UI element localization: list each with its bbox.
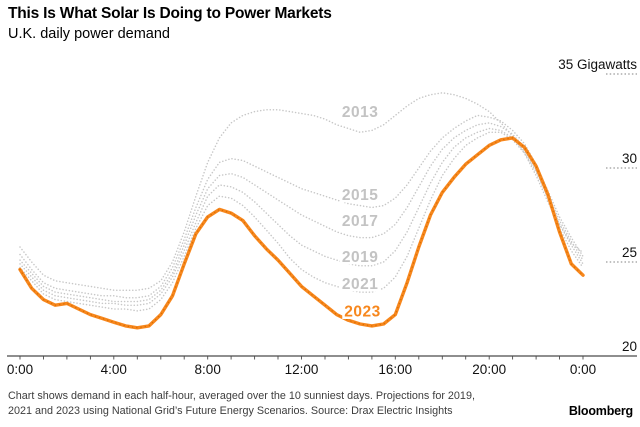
y-axis-tick-label: 25 <box>622 245 637 260</box>
series-line-2019 <box>19 127 584 306</box>
x-axis-tick-label: 12:00 <box>285 362 319 377</box>
series-label-2019: 2019 <box>342 249 378 266</box>
y-axis-tick-label: 20 <box>622 339 637 354</box>
series-line-2023 <box>18 136 585 330</box>
x-axis-tick-label: 16:00 <box>378 362 412 377</box>
series-line-2013 <box>19 92 584 291</box>
page-title: This Is What Solar Is Doing to Power Mar… <box>8 5 332 22</box>
y-axis-tick-label: 35 Gigawatts <box>558 57 637 72</box>
x-axis-tick-label: 0:00 <box>7 362 33 377</box>
y-axis-tick-label: 30 <box>622 151 637 166</box>
chart-subtitle: U.K. daily power demand <box>8 26 170 42</box>
footnote-line-1: Chart shows demand in each half-hour, av… <box>8 390 475 402</box>
series-label-2021: 2021 <box>342 276 378 293</box>
x-axis-tick-label: 8:00 <box>195 362 221 377</box>
x-axis-tick-label: 4:00 <box>101 362 127 377</box>
series-label-2023: 2023 <box>344 303 380 320</box>
series-line-2021 <box>19 131 584 312</box>
footnote-line-2: 2021 and 2023 using National Grid’s Futu… <box>8 404 453 417</box>
x-axis-tick-label: 0:00 <box>570 362 596 377</box>
x-axis-tick-label: 20:00 <box>472 362 506 377</box>
series-label-2017: 2017 <box>342 213 378 230</box>
series-line-2017 <box>19 122 584 303</box>
series-label-2015: 2015 <box>342 187 378 204</box>
series-label-2013: 2013 <box>342 104 378 121</box>
series-line-core-2023 <box>19 137 584 329</box>
chart-footnote: Chart shows demand in each half-hour, av… <box>8 389 508 418</box>
series-line-2015 <box>19 114 584 299</box>
bloomberg-logo: Bloomberg <box>568 404 633 418</box>
